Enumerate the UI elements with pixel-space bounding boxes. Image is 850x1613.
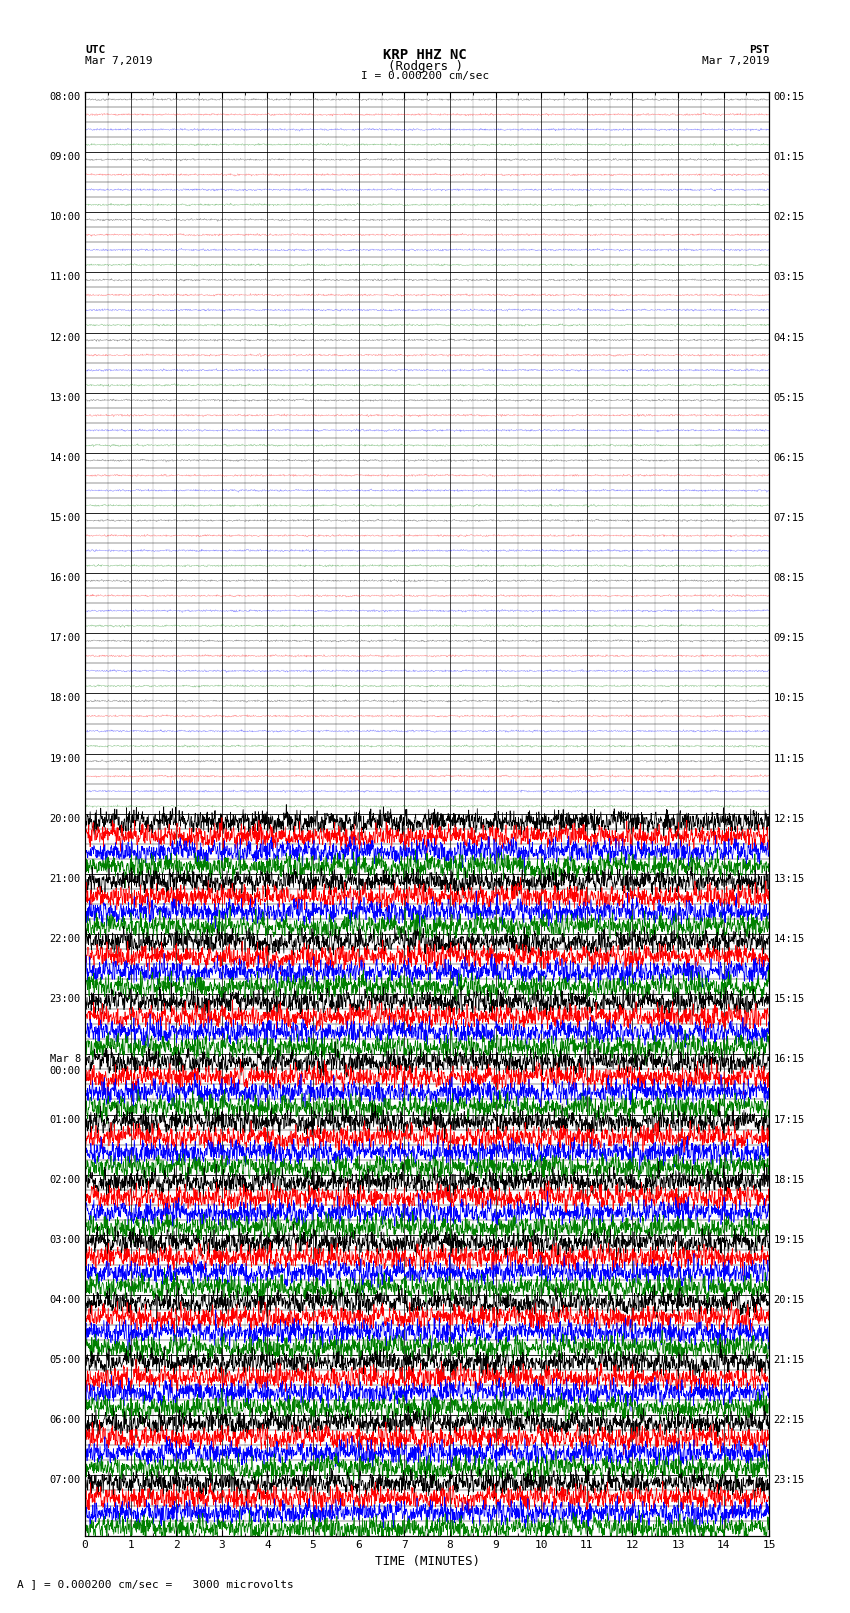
Text: Mar 7,2019: Mar 7,2019 xyxy=(85,56,152,66)
X-axis label: TIME (MINUTES): TIME (MINUTES) xyxy=(375,1555,479,1568)
Text: (Rodgers ): (Rodgers ) xyxy=(388,60,462,73)
Text: A ] = 0.000200 cm/sec =   3000 microvolts: A ] = 0.000200 cm/sec = 3000 microvolts xyxy=(17,1579,294,1589)
Text: I = 0.000200 cm/sec: I = 0.000200 cm/sec xyxy=(361,71,489,81)
Text: KRP HHZ NC: KRP HHZ NC xyxy=(383,48,467,63)
Text: UTC: UTC xyxy=(85,45,105,55)
Text: Mar 7,2019: Mar 7,2019 xyxy=(702,56,769,66)
Text: PST: PST xyxy=(749,45,769,55)
